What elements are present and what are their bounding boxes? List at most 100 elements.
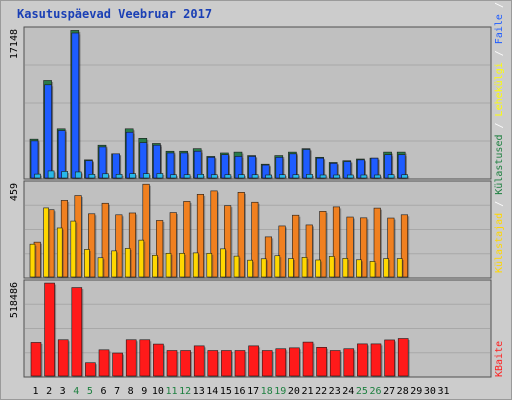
x-tick-label: 27: [383, 386, 395, 397]
bar-Külastused: [124, 248, 131, 278]
x-tick-label: 29: [410, 386, 422, 397]
bar-KBaite: [193, 345, 205, 377]
x-tick-label: 7: [114, 386, 120, 397]
bar-Lehekülgi: [346, 174, 354, 179]
bar-KBaite: [357, 343, 368, 377]
bar-Lehekülgi: [211, 174, 218, 179]
x-tick-label: 2: [46, 386, 52, 397]
bar-Külastajad: [278, 225, 286, 278]
bar-Külastused: [97, 257, 104, 278]
bar-Lehekülgi: [278, 174, 286, 179]
bar-Külastused: [29, 243, 36, 278]
bar-Faile: [71, 32, 80, 179]
bar-KBaite: [71, 287, 83, 377]
bar-Lehekülgi: [251, 174, 259, 179]
bar-KBaite: [370, 343, 382, 377]
bar-KBaite: [30, 342, 42, 377]
bar-KBaite: [57, 339, 69, 377]
bar-Külastajad: [332, 206, 341, 278]
visits-middle-ymax-label: 459: [9, 183, 20, 201]
bar-Lehekülgi: [333, 174, 341, 179]
kbytes-bottom-ymax-label: 518486: [9, 282, 20, 318]
bar-Külastajad: [264, 236, 273, 278]
bar-Faile: [30, 140, 39, 179]
x-tick-label: 23: [329, 386, 341, 397]
bar-Külastajad: [360, 217, 368, 278]
legend-kbytes: KBaite: [494, 341, 505, 377]
bar-Külastused: [43, 207, 49, 278]
bar-Külastajad: [400, 214, 409, 278]
traffic-top-ymax-label: 17148: [9, 29, 20, 59]
x-tick-label: 19: [274, 386, 286, 397]
bar-KBaite: [384, 339, 395, 377]
bar-Külastajad: [319, 211, 327, 278]
x-tick-label: 6: [100, 386, 106, 397]
x-tick-label: 5: [87, 386, 93, 397]
bar-Külastused: [260, 258, 267, 278]
bar-KBaite: [343, 348, 355, 377]
bar-Külastused: [179, 252, 185, 278]
x-tick-label: 17: [247, 386, 259, 397]
legend-entry: Külastused: [494, 135, 505, 195]
bar-Lehekülgi: [129, 173, 136, 179]
bar-Külastajad: [387, 217, 395, 278]
bar-Külastajad: [210, 190, 218, 278]
bar-Külastajad: [224, 205, 232, 278]
bar-Külastused: [220, 248, 226, 278]
bar-Faile: [180, 152, 188, 179]
bar-KBaite: [261, 350, 273, 377]
x-tick-label: 15: [220, 386, 232, 397]
bar-KBaite: [275, 348, 287, 377]
x-tick-label: 25: [356, 386, 368, 397]
bar-Külastused: [315, 259, 321, 278]
bar-KBaite: [180, 350, 191, 377]
bar-Faile: [289, 153, 297, 179]
legend-traffic: Külastajad / Külastused / Lehekülgi / Fa…: [494, 1, 505, 273]
x-tick-label: 10: [152, 386, 164, 397]
bar-KBaite: [98, 349, 110, 377]
bar-KBaite: [234, 350, 246, 377]
bar-Külastajad: [373, 207, 381, 278]
bar-Külastajad: [128, 212, 136, 278]
legend-entry: Lehekülgi: [494, 62, 505, 116]
bar-Külastajad: [156, 220, 164, 278]
bar-Lehekülgi: [156, 173, 164, 179]
bar-Külastajad: [88, 213, 96, 278]
bar-Lehekülgi: [47, 170, 55, 179]
chart-title: Kasutuspäevad Veebruar 2017: [17, 7, 213, 21]
x-tick-label: 26: [369, 386, 381, 397]
x-tick-label: 4: [73, 386, 79, 397]
bar-Külastused: [56, 227, 63, 278]
bar-Lehekülgi: [75, 171, 82, 179]
bar-Faile: [125, 131, 134, 179]
bar-KBaite: [289, 347, 300, 377]
bar-Lehekülgi: [183, 174, 191, 179]
bar-Külastused: [369, 261, 376, 278]
bar-Faile: [139, 142, 148, 179]
x-tick-label: 11: [165, 386, 177, 397]
x-tick-label: 12: [179, 386, 191, 397]
bar-Lehekülgi: [319, 174, 327, 179]
bar-KBaite: [153, 343, 164, 377]
x-tick-label: 31: [437, 386, 449, 397]
bar-Külastused: [301, 257, 308, 278]
bar-Lehekülgi: [61, 171, 69, 179]
bar-Lehekülgi: [401, 174, 409, 179]
bar-Lehekülgi: [306, 174, 313, 179]
bar-Külastajad: [305, 224, 313, 278]
bar-Külastused: [111, 250, 117, 278]
bar-KBaite: [221, 350, 232, 377]
bar-KBaite: [329, 350, 341, 377]
x-tick-label: 8: [128, 386, 134, 397]
bar-Külastused: [356, 259, 362, 278]
x-tick-label: 3: [60, 386, 66, 397]
bar-Lehekülgi: [102, 173, 109, 179]
bar-Külastajad: [115, 214, 123, 278]
bar-Faile: [44, 84, 52, 179]
bar-Külastused: [396, 258, 403, 278]
bar-Külastused: [383, 258, 389, 278]
x-tick-label: 30: [424, 386, 436, 397]
bar-Faile: [166, 152, 175, 179]
bar-Lehekülgi: [170, 174, 177, 179]
